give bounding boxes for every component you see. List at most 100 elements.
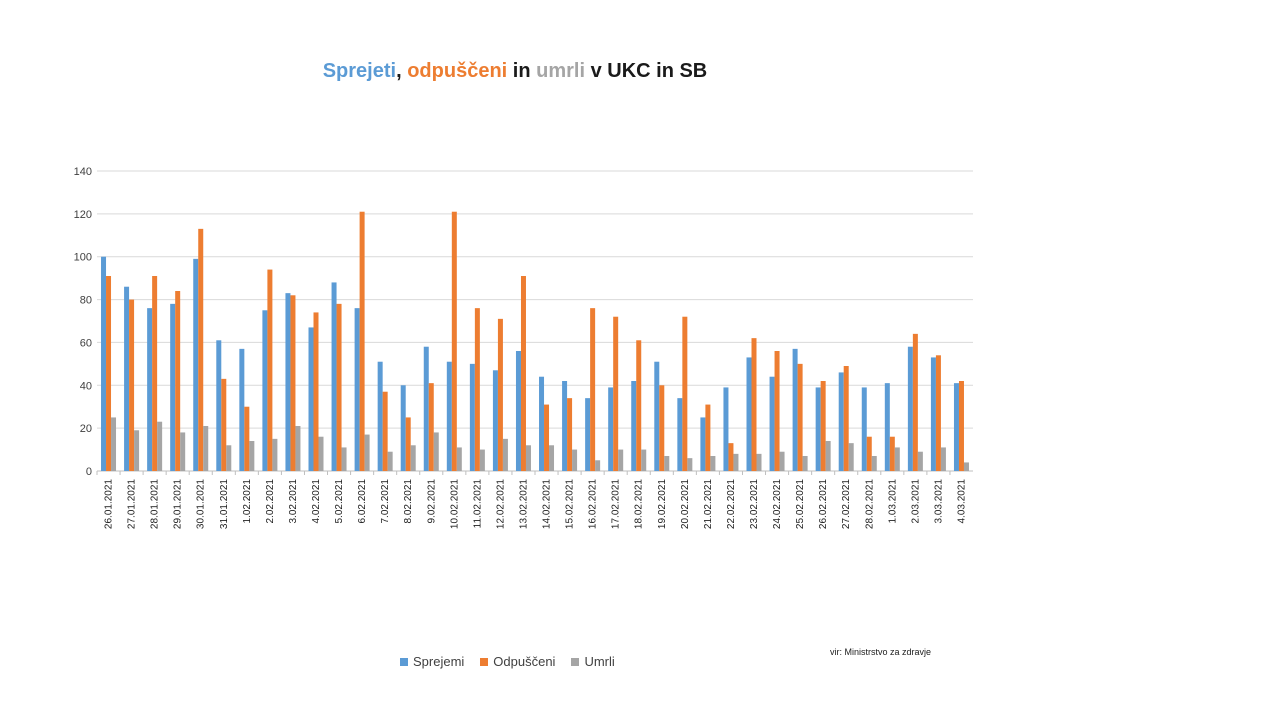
x-tick-label: 26.02.2021: [818, 479, 829, 529]
x-tick-label: 24.02.2021: [772, 479, 783, 529]
bar-odpusceni: [751, 338, 757, 471]
x-tick-label: 12.02.2021: [495, 479, 506, 529]
y-tick-label: 0: [86, 466, 92, 478]
x-tick-label: 5.02.2021: [334, 479, 345, 524]
title-separator-2: in: [507, 60, 537, 82]
x-tick-label: 2.02.2021: [265, 479, 276, 524]
bar-odpusceni: [636, 340, 642, 471]
x-tick-label: 8.02.2021: [403, 479, 414, 524]
x-tick-label: 19.02.2021: [657, 479, 668, 529]
bar-sprejemi: [930, 357, 936, 471]
bar-umrli: [249, 441, 255, 471]
bar-umrli: [917, 451, 923, 471]
bar-sprejemi: [147, 308, 153, 471]
bar-umrli: [618, 449, 624, 471]
x-tick-label: 4.02.2021: [311, 479, 322, 524]
bar-odpusceni: [267, 269, 273, 471]
title-sprejeti: Sprejeti: [322, 60, 397, 82]
bar-umrli: [779, 451, 785, 471]
bar-sprejemi: [654, 361, 660, 471]
bar-sprejemi: [884, 383, 890, 471]
x-tick-label: 27.02.2021: [841, 479, 852, 529]
legend-label-sprejemi: Sprejemi: [413, 654, 465, 669]
title-separator-3: v UKC in SB: [585, 60, 708, 82]
bar-umrli: [802, 456, 808, 471]
bar-odpusceni: [175, 291, 181, 471]
bar-umrli: [341, 447, 347, 471]
x-tick-label: 27.01.2021: [127, 479, 138, 529]
chart-title: Sprejeti, odpuščeni in umrli v UKC in SB: [0, 60, 1030, 83]
bar-umrli: [549, 445, 555, 471]
bar-sprejemi: [792, 348, 798, 471]
x-tick-label: 1.02.2021: [242, 479, 253, 524]
y-tick-label: 60: [80, 337, 92, 349]
bar-odpusceni: [889, 436, 895, 471]
bar-umrli: [825, 441, 831, 471]
source-note: vir: Ministrstvo za zdravje: [830, 647, 932, 657]
y-tick-label: 120: [74, 209, 92, 221]
bar-odpusceni: [567, 398, 573, 471]
y-tick-label: 100: [74, 252, 92, 264]
x-tick-label: 31.01.2021: [219, 479, 230, 529]
bar-odpusceni: [198, 228, 204, 471]
x-tick-label: 4.03.2021: [956, 479, 967, 524]
bar-sprejemi: [907, 346, 913, 471]
bar-sprejemi: [769, 376, 775, 471]
bar-umrli: [502, 438, 508, 471]
bar-odpusceni: [221, 378, 227, 471]
bar-odpusceni: [613, 316, 619, 471]
bar-odpusceni: [290, 295, 296, 471]
bar-sprejemi: [308, 327, 314, 471]
bar-odpusceni: [336, 303, 342, 471]
bar-umrli: [364, 434, 370, 471]
bar-umrli: [387, 451, 393, 471]
y-tick-label: 140: [74, 166, 92, 178]
bar-sprejemi: [815, 387, 821, 471]
title-separator-1: ,: [396, 60, 408, 82]
bar-odpusceni: [935, 355, 941, 471]
x-tick-label: 16.02.2021: [588, 479, 599, 529]
x-tick-label: 22.02.2021: [726, 479, 737, 529]
bar-sprejemi: [861, 387, 867, 471]
bar-umrli: [641, 449, 647, 471]
y-axis-ticks: 0 20 40 60 80 100 120 140: [74, 166, 92, 478]
bar-odpusceni: [912, 333, 918, 471]
bar-umrli: [963, 462, 969, 471]
bar-sprejemi: [838, 372, 844, 471]
bar-umrli: [134, 430, 140, 471]
x-tick-label: 13.02.2021: [518, 479, 529, 529]
bar-odpusceni: [544, 404, 550, 471]
bar-sprejemi: [262, 310, 268, 471]
legend-item-sprejemi: Sprejemi: [400, 654, 464, 669]
legend-item-odpusceni: Odpuščeni: [480, 654, 555, 669]
bar-umrli: [479, 449, 485, 471]
title-odpusceni: odpuščeni: [407, 60, 508, 82]
bar-sprejemi: [170, 303, 176, 471]
bar-sprejemi: [193, 258, 199, 471]
legend-item-umrli: Umrli: [571, 654, 615, 669]
bar-odpusceni: [405, 417, 411, 471]
x-axis-ticks: 26.01.2021 27.01.2021 28.01.2021 29.01.2021…: [96, 471, 967, 529]
bar-odpusceni: [474, 308, 480, 471]
bar-odpusceni: [359, 211, 365, 471]
x-tick-label: 10.02.2021: [449, 479, 460, 529]
bar-umrli: [710, 456, 716, 471]
bar-umrli: [456, 447, 462, 471]
bar-odpusceni: [774, 351, 780, 471]
bar-odpusceni: [866, 436, 872, 471]
bar-umrli: [525, 445, 531, 471]
bar-umrli: [871, 456, 877, 471]
legend-label-odpusceni: Odpuščeni: [493, 654, 556, 669]
bar-umrli: [180, 432, 186, 471]
bar-umrli: [272, 438, 278, 471]
x-tick-label: 28.02.2021: [864, 479, 875, 529]
x-tick-label: 18.02.2021: [634, 479, 645, 529]
x-tick-label: 2.03.2021: [910, 479, 921, 524]
bar-sprejemi: [700, 417, 706, 471]
x-tick-label: 11.02.2021: [472, 479, 483, 529]
bar-sprejemi: [515, 351, 521, 471]
bar-umrli: [111, 417, 117, 471]
x-tick-label: 15.02.2021: [565, 479, 576, 529]
bar-umrli: [318, 436, 324, 471]
